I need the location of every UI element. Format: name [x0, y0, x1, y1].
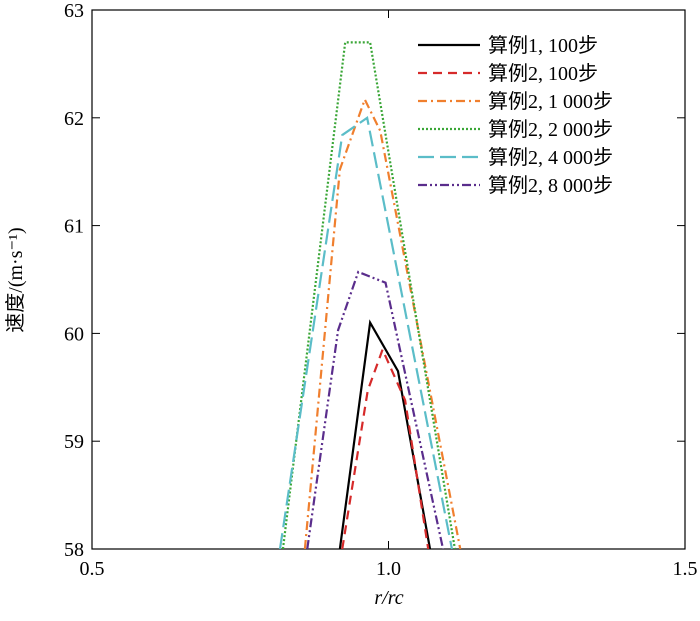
- series-line: [281, 41, 457, 549]
- y-tick-label: 59: [64, 431, 84, 453]
- y-tick-label: 58: [64, 539, 84, 561]
- legend-label: 算例2, 8 000步: [488, 174, 613, 197]
- series-line: [303, 96, 462, 549]
- plot-area: [278, 41, 462, 549]
- series-line: [278, 115, 454, 549]
- y-axis-label: 速度/(m·s⁻¹): [4, 227, 27, 332]
- series-line: [306, 270, 445, 549]
- x-tick-label: 1.5: [673, 558, 698, 580]
- x-tick-label: 0.5: [80, 558, 105, 580]
- legend-label: 算例1, 100步: [488, 34, 598, 57]
- y-tick-label: 60: [64, 323, 84, 345]
- y-tick-label: 62: [64, 108, 84, 130]
- x-axis-label: r/rc: [374, 587, 403, 609]
- legend-label: 算例2, 2 000步: [488, 118, 613, 141]
- y-tick-label: 63: [64, 0, 84, 22]
- x-tick-label: 1.0: [376, 558, 401, 580]
- legend-label: 算例2, 1 000步: [488, 90, 613, 113]
- legend-label: 算例2, 100步: [488, 62, 598, 85]
- series-line: [341, 346, 430, 549]
- y-tick-label: 61: [64, 216, 84, 238]
- legend-label: 算例2, 4 000步: [488, 146, 613, 169]
